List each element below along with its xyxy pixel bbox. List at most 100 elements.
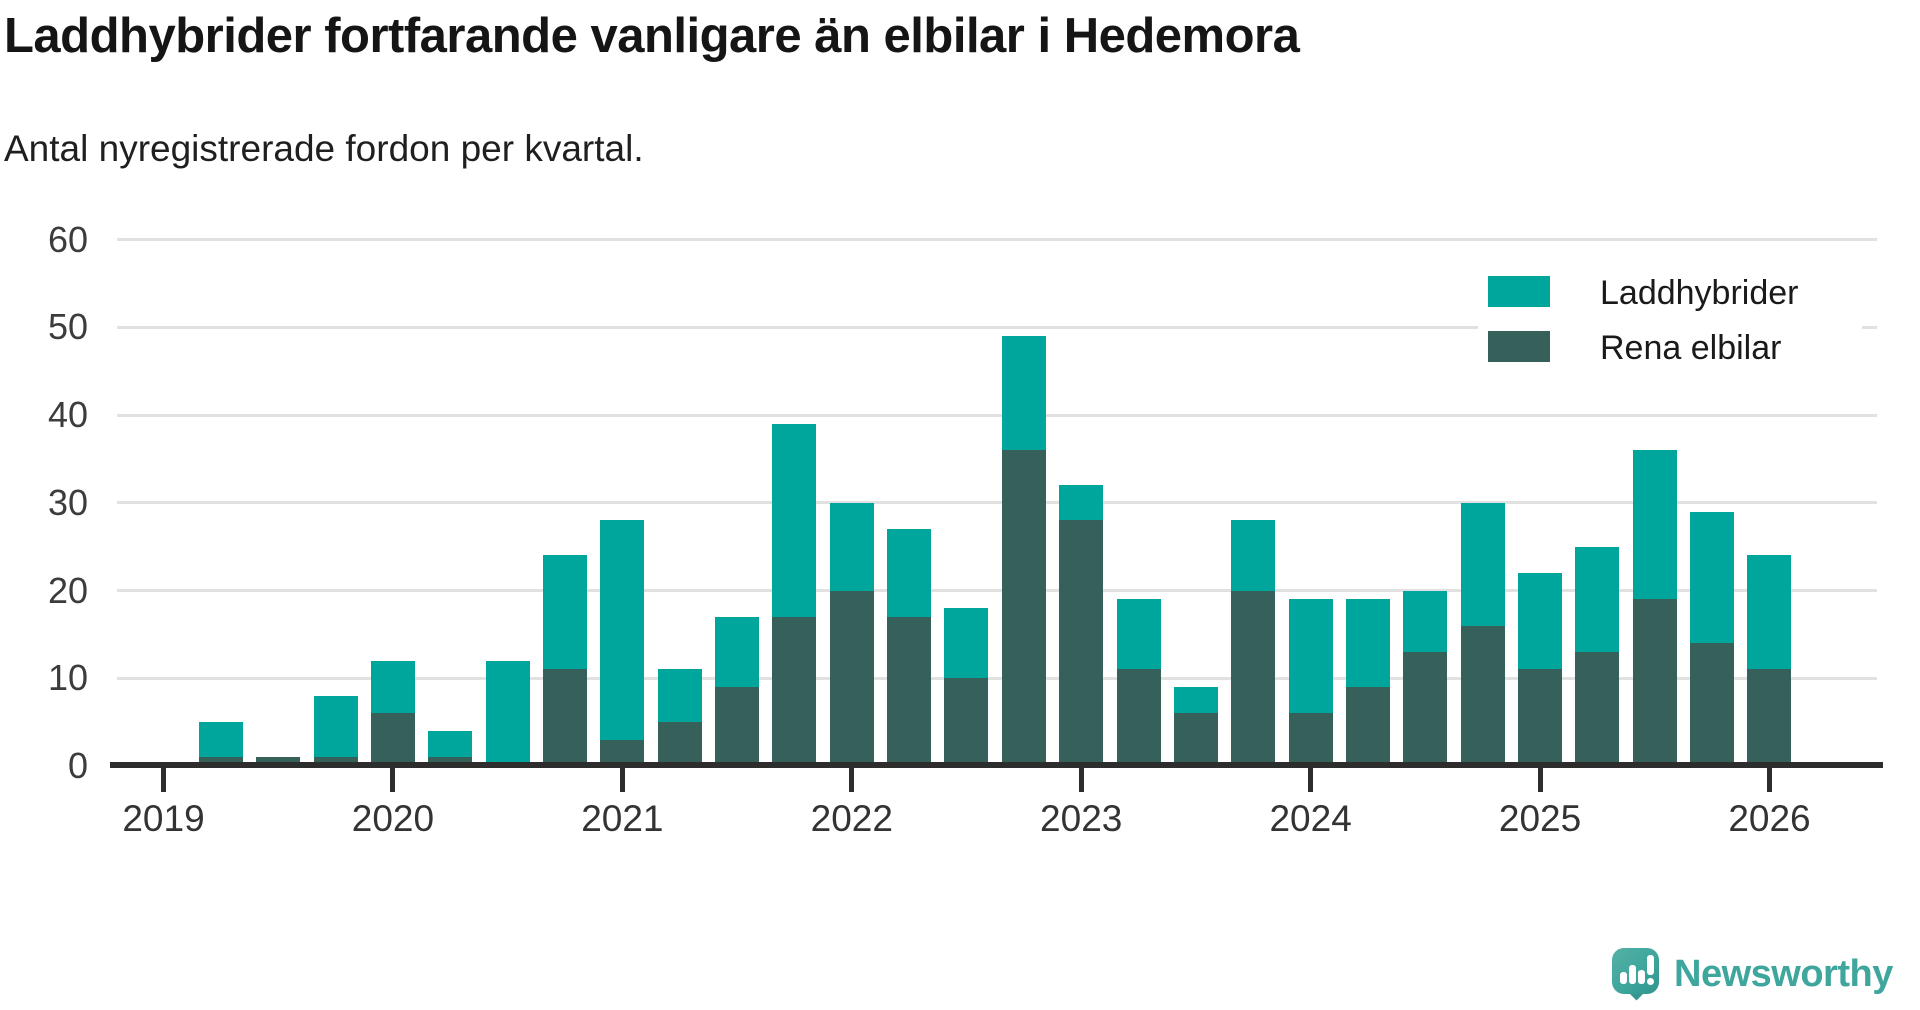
- logo-chart-bar-icon: [1638, 970, 1645, 984]
- bar-2023-q1-rena-elbilar: [1059, 520, 1104, 766]
- bar-2025-q3-rena-elbilar: [1632, 599, 1677, 766]
- bar-2020-q4-laddhybrider: [542, 555, 587, 670]
- bar-2022-q2-laddhybrider: [887, 529, 932, 617]
- bar-2023-q4-rena-elbilar: [1231, 590, 1276, 766]
- logo-wordmark: Newsworthy: [1674, 953, 1893, 995]
- x-axis-tick-2026: [1766, 766, 1772, 792]
- y-axis-label-10: 10: [47, 657, 88, 699]
- bar-2019-q4-rena-elbilar: [313, 757, 358, 766]
- gridline-y-10: [117, 676, 1877, 680]
- bar-2021-q2-rena-elbilar: [657, 722, 702, 766]
- logo-exclamation-icon: [1647, 955, 1654, 975]
- bar-2021-q4-laddhybrider: [772, 423, 817, 617]
- bar-2025-q4-rena-elbilar: [1690, 643, 1735, 766]
- x-axis-label-2020: 2020: [351, 798, 435, 839]
- bar-2024-q2-laddhybrider: [1345, 599, 1390, 688]
- bar-2023-q3-laddhybrider: [1173, 687, 1218, 714]
- bar-2021-q2-laddhybrider: [657, 669, 702, 723]
- bar-2023-q2-laddhybrider: [1116, 599, 1161, 670]
- gridline-y-40: [117, 413, 1877, 417]
- bar-2023-q2-rena-elbilar: [1116, 669, 1161, 766]
- logo-exclamation-dot-icon: [1647, 978, 1654, 985]
- x-axis-label-2025: 2025: [1498, 798, 1582, 839]
- bar-2023-q3-rena-elbilar: [1173, 713, 1218, 766]
- bar-2025-q1-rena-elbilar: [1518, 669, 1563, 766]
- bar-2020-q3-laddhybrider: [485, 660, 530, 766]
- y-axis-label-0: 0: [67, 745, 88, 786]
- bar-2024-q1-rena-elbilar: [1288, 713, 1333, 766]
- bar-2024-q1-laddhybrider: [1288, 599, 1333, 714]
- bar-2024-q4-laddhybrider: [1460, 502, 1505, 626]
- chart-subtitle: Antal nyregistrerade fordon per kvartal.: [4, 128, 644, 169]
- bar-2025-q2-laddhybrider: [1575, 546, 1620, 652]
- bar-2025-q4-laddhybrider: [1690, 511, 1735, 644]
- bar-2021-q1-rena-elbilar: [600, 739, 645, 766]
- x-axis-tick-2019: [161, 766, 166, 792]
- legend-swatch-laddhybrider: [1488, 276, 1550, 307]
- logo-chart-bar-icon: [1620, 972, 1627, 984]
- gridline-y-20: [117, 589, 1877, 593]
- newsworthy-logo: Newsworthy: [1608, 944, 1918, 1010]
- x-axis-label-2022: 2022: [810, 798, 893, 839]
- bar-2020-q4-rena-elbilar: [542, 669, 587, 766]
- bar-2022-q3-laddhybrider: [944, 608, 989, 679]
- bar-2023-q4-laddhybrider: [1231, 520, 1276, 591]
- gridline-y-30: [117, 501, 1877, 505]
- bar-2020-q2-rena-elbilar: [428, 757, 473, 766]
- bar-2022-q2-rena-elbilar: [887, 616, 932, 766]
- x-axis-label-2024: 2024: [1269, 798, 1352, 839]
- bar-2019-q2-rena-elbilar: [198, 757, 243, 766]
- bar-2024-q2-rena-elbilar: [1345, 687, 1390, 766]
- bar-2022-q1-laddhybrider: [829, 502, 874, 591]
- bar-2025-q1-laddhybrider: [1518, 572, 1563, 670]
- bar-2023-q1-laddhybrider: [1059, 485, 1104, 521]
- bar-2020-q1-rena-elbilar: [370, 713, 415, 766]
- x-axis-line: [110, 762, 1883, 768]
- y-axis-label-60: 60: [47, 218, 88, 260]
- x-axis-tick-2023: [1078, 766, 1084, 792]
- x-axis-tick-2020: [390, 766, 396, 792]
- bar-2024-q3-rena-elbilar: [1403, 651, 1448, 766]
- x-axis-tick-2024: [1308, 766, 1314, 792]
- bar-2021-q4-rena-elbilar: [772, 616, 817, 766]
- gridline-y-60: [117, 238, 1877, 242]
- bar-2019-q2-laddhybrider: [198, 722, 243, 758]
- page-title: Laddhybrider fortfarande vanligare än el…: [4, 9, 1300, 63]
- bar-2022-q1-rena-elbilar: [829, 590, 874, 766]
- bar-2022-q4-rena-elbilar: [1001, 450, 1046, 766]
- y-axis-label-30: 30: [47, 481, 88, 523]
- x-axis-label-2023: 2023: [1040, 798, 1123, 839]
- bar-2020-q1-laddhybrider: [370, 660, 415, 714]
- bar-2021-q3-rena-elbilar: [715, 687, 760, 766]
- bar-2022-q4-laddhybrider: [1001, 336, 1046, 451]
- bar-2024-q4-rena-elbilar: [1460, 625, 1505, 766]
- bar-2026-q1-laddhybrider: [1747, 555, 1792, 670]
- bar-2019-q4-laddhybrider: [313, 695, 358, 758]
- bar-2020-q2-laddhybrider: [428, 730, 473, 758]
- bar-2025-q2-rena-elbilar: [1575, 651, 1620, 766]
- legend-label: Laddhybrider: [1600, 274, 1799, 312]
- y-axis-label-40: 40: [47, 394, 88, 436]
- bar-2026-q1-rena-elbilar: [1747, 669, 1792, 766]
- bar-2024-q3-laddhybrider: [1403, 590, 1448, 652]
- x-axis-tick-2022: [849, 766, 855, 792]
- chart-legend: Laddhybrider Rena elbilar: [1478, 262, 1862, 380]
- legend-swatch-rena-elbilar: [1488, 331, 1550, 362]
- x-axis-tick-2021: [619, 766, 625, 792]
- x-axis-label-2021: 2021: [581, 798, 664, 839]
- logo-speech-bubble-icon: [1612, 948, 1659, 994]
- legend-label: Rena elbilar: [1600, 329, 1782, 367]
- bar-2025-q3-laddhybrider: [1632, 450, 1677, 600]
- bar-2021-q3-laddhybrider: [715, 616, 760, 688]
- bar-2019-q3-rena-elbilar: [256, 757, 301, 766]
- bar-2022-q3-rena-elbilar: [944, 678, 989, 766]
- bar-2021-q1-laddhybrider: [600, 520, 645, 740]
- x-axis-tick-2025: [1537, 766, 1543, 792]
- gridline-y-50: [117, 325, 1877, 329]
- x-axis-label-2019: 2019: [122, 798, 205, 839]
- logo-chart-bar-icon: [1629, 965, 1636, 984]
- y-axis-label-50: 50: [47, 306, 88, 348]
- x-axis-label-2026: 2026: [1728, 798, 1811, 839]
- y-axis-label-20: 20: [47, 569, 88, 611]
